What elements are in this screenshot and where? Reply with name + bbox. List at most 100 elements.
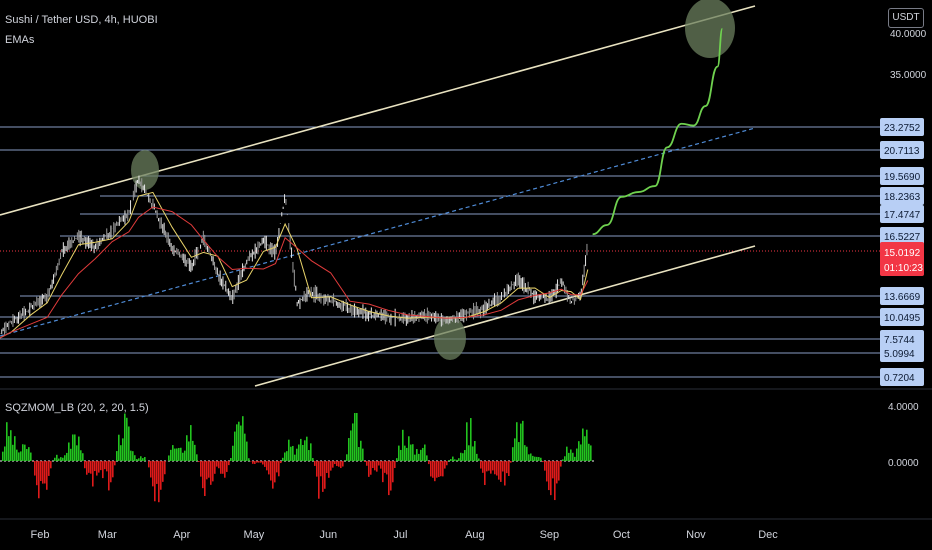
- momentum-bar-up: [12, 444, 14, 461]
- momentum-bar-up: [290, 446, 292, 461]
- ema-indicator-label[interactable]: EMAs: [5, 34, 35, 46]
- price-level-tag: [880, 205, 924, 223]
- momentum-bar-down: [380, 461, 382, 469]
- momentum-bar-down: [266, 461, 268, 471]
- momentum-bar-down: [486, 461, 488, 472]
- momentum-bar-up: [456, 459, 458, 461]
- momentum-bar-up: [426, 455, 428, 461]
- momentum-bar-up: [296, 448, 298, 461]
- price-level-label: 7.5744: [884, 335, 915, 346]
- channel-lower-line: [254, 245, 756, 387]
- momentum-bar-down: [94, 461, 96, 472]
- momentum-bar-up: [522, 420, 524, 461]
- momentum-bar-down: [370, 461, 372, 475]
- momentum-bar-down: [432, 461, 434, 478]
- momentum-bar-down: [496, 461, 498, 476]
- momentum-bar-up: [78, 436, 80, 461]
- momentum-bar-up: [132, 451, 134, 461]
- momentum-bar-down: [36, 461, 38, 486]
- price-level-tag: [880, 141, 924, 159]
- momentum-bar-down: [210, 461, 212, 485]
- momentum-bar-up: [68, 442, 70, 461]
- momentum-bar-up: [468, 445, 470, 461]
- momentum-bar-up: [186, 435, 188, 461]
- momentum-bar-up: [286, 451, 288, 461]
- momentum-bar-down: [262, 461, 264, 465]
- momentum-bar-down: [92, 461, 94, 487]
- momentum-bar-down: [86, 461, 88, 475]
- momentum-bar-down: [550, 461, 552, 496]
- momentum-bar-down: [108, 461, 110, 491]
- momentum-bar-down: [226, 461, 228, 472]
- ema-fast-line: [0, 191, 589, 339]
- momentum-bar-down: [546, 461, 548, 482]
- momentum-bar-down: [158, 461, 160, 503]
- momentum-bar-down: [364, 461, 366, 462]
- momentum-bar-up: [530, 453, 532, 461]
- momentum-bar-down: [162, 461, 164, 482]
- price-level-label: 18.2363: [884, 192, 921, 203]
- momentum-bar-up: [230, 458, 232, 461]
- time-axis-label: Feb: [31, 529, 50, 541]
- momentum-bar-up: [464, 450, 466, 461]
- momentum-bar-up: [236, 424, 238, 461]
- momentum-bar-down: [560, 461, 562, 467]
- momentum-bar-up: [310, 443, 312, 461]
- momentum-bar-down: [554, 461, 556, 501]
- momentum-bar-down: [164, 461, 166, 475]
- momentum-bar-up: [564, 456, 566, 461]
- momentum-bar-down: [428, 461, 430, 465]
- squeeze-momentum-label[interactable]: SQZMOM_LB (20, 2, 20, 1.5): [5, 402, 149, 414]
- momentum-bar-up: [66, 452, 68, 461]
- momentum-bar-down: [46, 461, 48, 490]
- momentum-bar-up: [120, 445, 122, 461]
- momentum-bar-up: [304, 440, 306, 461]
- highlight-circle-bottom: [434, 316, 466, 360]
- momentum-bar-up: [398, 445, 400, 461]
- momentum-bar-down: [488, 461, 490, 471]
- momentum-bar-up: [458, 458, 460, 461]
- momentum-bar-up: [6, 422, 8, 461]
- price-level-label: 10.0495: [884, 313, 921, 324]
- momentum-bar-up: [402, 429, 404, 461]
- momentum-bar-up: [8, 436, 10, 461]
- momentum-bar-up: [526, 446, 528, 461]
- momentum-bar-down: [502, 461, 504, 472]
- momentum-bar-up: [448, 460, 450, 461]
- price-level-label: 17.4747: [884, 210, 921, 221]
- time-axis-label: Dec: [758, 529, 778, 541]
- momentum-bar-up: [424, 444, 426, 461]
- momentum-bar-down: [198, 461, 200, 462]
- momentum-bar-down: [366, 461, 368, 466]
- momentum-bar-up: [308, 450, 310, 461]
- current-price-tag: [880, 242, 924, 276]
- momentum-bar-down: [340, 461, 342, 469]
- price-level-tag: [880, 227, 924, 245]
- momentum-bar-up: [30, 452, 32, 461]
- price-level-tag: [880, 287, 924, 305]
- momentum-bar-up: [450, 459, 452, 461]
- momentum-bar-down: [338, 461, 340, 467]
- momentum-bar-up: [580, 444, 582, 461]
- momentum-bar-down: [100, 461, 102, 471]
- momentum-bar-up: [302, 444, 304, 461]
- momentum-bar-up: [2, 451, 4, 461]
- momentum-bar-up: [396, 458, 398, 461]
- momentum-bar-down: [48, 461, 50, 476]
- momentum-bar-up: [514, 438, 516, 461]
- price-level-label: 5.0994: [884, 349, 915, 360]
- momentum-bar-up: [22, 444, 24, 461]
- momentum-bar-up: [128, 426, 130, 461]
- currency-button[interactable]: USDT: [888, 8, 924, 28]
- momentum-bar-down: [436, 461, 438, 478]
- momentum-bar-up: [138, 458, 140, 461]
- momentum-bar-down: [160, 461, 162, 490]
- momentum-bar-down: [434, 461, 436, 482]
- momentum-bar-up: [18, 452, 20, 461]
- momentum-bar-down: [202, 461, 204, 489]
- momentum-bar-up: [20, 451, 22, 461]
- price-level-label: 13.6669: [884, 292, 921, 303]
- momentum-bar-up: [528, 454, 530, 461]
- momentum-bar-up: [56, 454, 58, 461]
